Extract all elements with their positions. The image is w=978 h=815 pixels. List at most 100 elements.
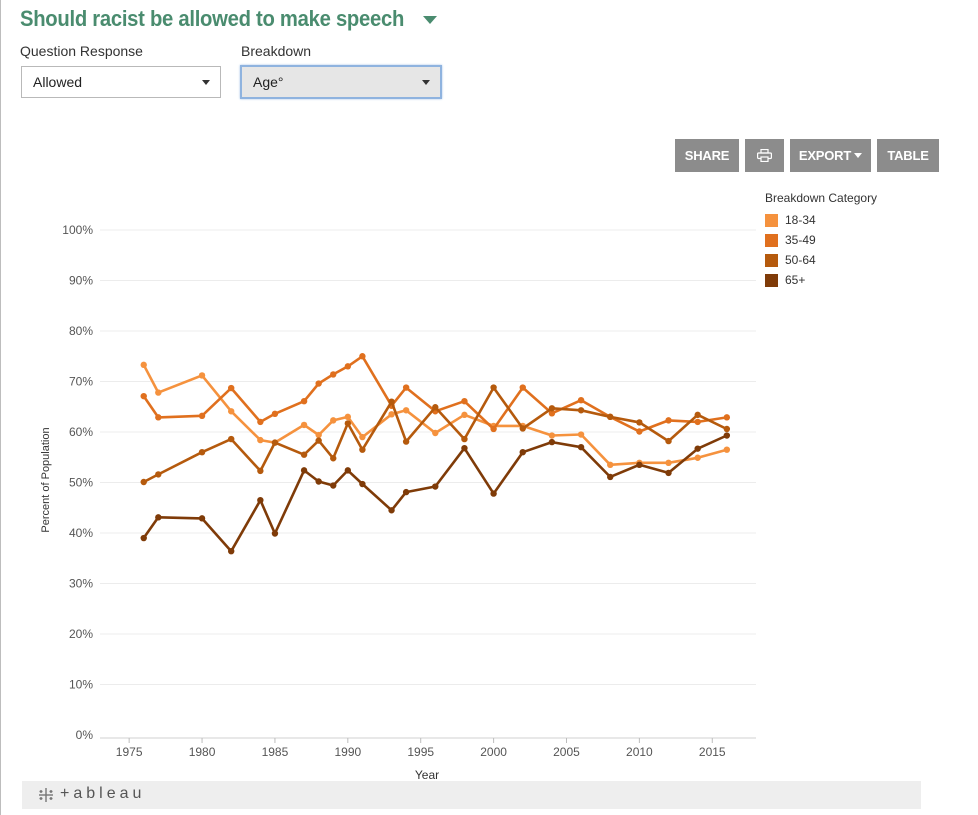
export-button[interactable]: EXPORT	[790, 139, 871, 172]
share-button[interactable]: SHARE	[675, 139, 739, 172]
y-tick-label: 100%	[62, 223, 93, 237]
data-point-18-34	[665, 459, 672, 467]
data-point-65+	[388, 507, 395, 514]
data-point-50-64	[271, 439, 279, 446]
data-point-50-64	[140, 478, 147, 486]
breakdown-label: Breakdown	[241, 43, 312, 59]
y-tick-label: 30%	[69, 577, 93, 591]
data-point-35-49	[359, 353, 366, 360]
legend-item-18-34[interactable]: 18-34	[765, 210, 877, 230]
x-tick-label: 1975	[116, 745, 143, 759]
data-point-50-64	[607, 413, 614, 421]
series-line-65+	[142, 434, 728, 553]
legend-swatch	[765, 233, 778, 247]
question-response-select[interactable]: Allowed	[21, 66, 221, 98]
data-point-18-34	[388, 411, 395, 418]
question-response-value: Allowed	[33, 74, 83, 90]
data-point-35-49	[271, 410, 279, 418]
x-tick-label: 2000	[480, 745, 507, 759]
data-point-35-49	[198, 412, 206, 420]
data-point-18-34	[577, 431, 585, 438]
legend-label: 65+	[785, 273, 806, 287]
x-tick-label: 1995	[407, 745, 434, 759]
printer-icon	[757, 149, 772, 162]
data-point-50-64	[300, 451, 308, 458]
data-point-35-49	[155, 414, 162, 421]
data-point-35-49	[315, 380, 322, 387]
y-tick-label: 70%	[69, 375, 93, 389]
data-point-18-34	[359, 433, 366, 441]
breakdown-value: Age°	[253, 74, 284, 90]
data-point-35-49	[461, 397, 468, 405]
x-tick-label: 2010	[626, 745, 653, 759]
data-point-65+	[140, 534, 147, 542]
data-point-65+	[577, 443, 585, 451]
export-label: EXPORT	[798, 148, 852, 163]
left-border	[0, 0, 1, 815]
y-tick-label: 20%	[69, 627, 93, 641]
data-point-18-34	[228, 408, 235, 415]
legend-label: 35-49	[785, 233, 816, 247]
data-point-18-34	[402, 407, 410, 414]
data-point-50-64	[694, 411, 701, 419]
footer-bar: +ableau	[22, 781, 921, 809]
data-point-18-34	[198, 372, 206, 379]
data-point-18-34	[330, 417, 337, 424]
data-point-50-64	[723, 425, 731, 433]
data-point-35-49	[344, 363, 352, 370]
chevron-down-icon	[854, 153, 863, 158]
legend-item-50-64[interactable]: 50-64	[765, 250, 877, 270]
tableau-logo-icon	[39, 788, 53, 802]
data-point-50-64	[490, 384, 497, 391]
data-point-65+	[636, 461, 643, 469]
data-point-18-34	[432, 429, 439, 437]
print-button[interactable]	[745, 139, 784, 172]
legend-swatch	[765, 213, 778, 227]
data-point-18-34	[300, 421, 308, 429]
title-dropdown-caret-icon[interactable]	[423, 16, 438, 24]
chevron-down-icon	[422, 80, 430, 85]
series-line-18-34	[142, 364, 728, 467]
data-point-50-64	[344, 420, 352, 427]
data-point-65+	[315, 478, 322, 485]
data-point-50-64	[432, 404, 439, 411]
legend-title: Breakdown Category	[765, 191, 878, 205]
breakdown-select[interactable]: Age°	[240, 65, 442, 99]
tableau-logo-text: +ableau	[60, 785, 146, 802]
data-point-18-34	[723, 446, 731, 453]
legend-swatch	[765, 253, 778, 267]
data-point-50-64	[402, 438, 410, 445]
data-point-65+	[694, 445, 701, 452]
data-point-35-49	[665, 417, 672, 424]
data-point-18-34	[257, 436, 264, 444]
data-point-35-49	[490, 425, 497, 433]
data-point-50-64	[519, 425, 526, 432]
data-point-50-64	[665, 437, 672, 445]
legend-item-35-49[interactable]: 35-49	[765, 230, 877, 250]
data-point-65+	[344, 467, 352, 474]
data-point-50-64	[577, 407, 585, 414]
share-label: SHARE	[684, 148, 730, 163]
data-point-18-34	[155, 389, 162, 396]
data-point-35-49	[723, 414, 731, 421]
legend-item-65+[interactable]: 65+	[765, 270, 877, 290]
series-line-50-64	[143, 386, 728, 484]
data-point-50-64	[198, 449, 206, 456]
legend-label: 18-34	[785, 213, 816, 227]
data-point-35-49	[257, 418, 264, 426]
data-point-50-64	[388, 398, 395, 405]
data-point-50-64	[228, 435, 235, 443]
x-tick-label: 1980	[189, 745, 216, 759]
data-point-18-34	[344, 413, 352, 421]
y-tick-label: 40%	[69, 526, 93, 540]
table-button[interactable]: TABLE	[877, 139, 939, 172]
data-point-35-49	[548, 410, 556, 417]
data-point-35-49	[300, 397, 308, 405]
data-point-35-49	[577, 396, 585, 404]
data-point-18-34	[548, 432, 556, 439]
data-point-35-49	[402, 384, 410, 391]
data-point-50-64	[330, 455, 337, 462]
data-point-18-34	[315, 431, 322, 439]
series-line-35-49	[142, 355, 727, 433]
